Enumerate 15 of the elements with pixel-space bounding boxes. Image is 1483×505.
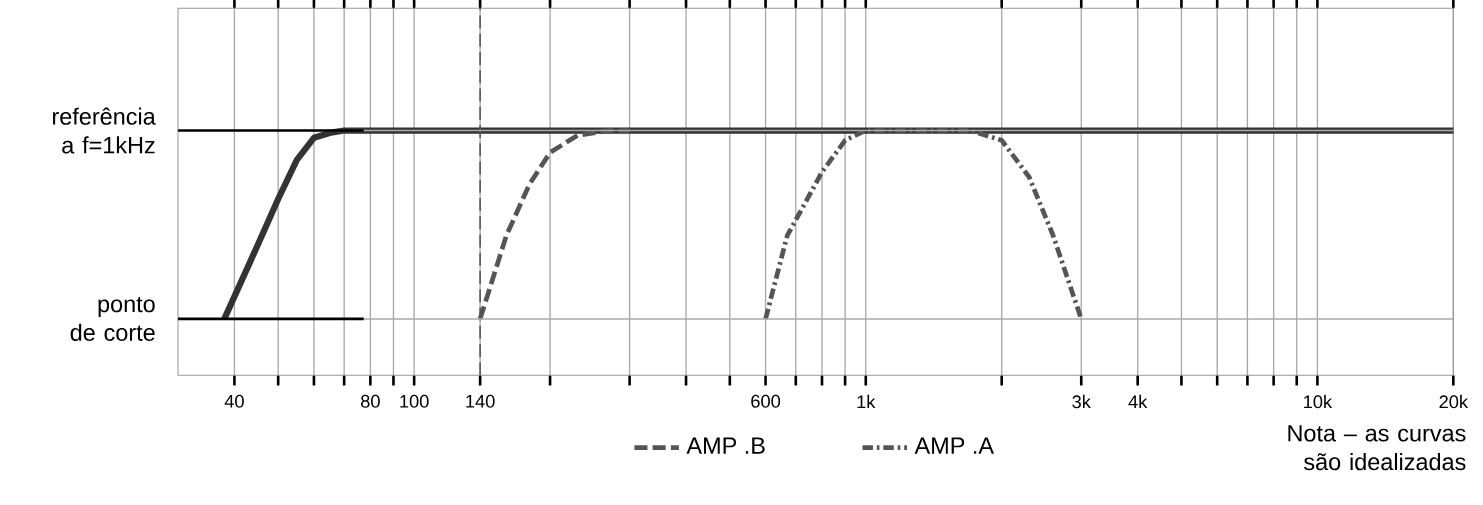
x-tick-label: 40 [224, 394, 244, 408]
x-tick-label: 100 [400, 394, 429, 408]
ref-line-label: ponto de corte [70, 296, 155, 341]
x-tick-label: 20k [1439, 394, 1469, 409]
x-tick-label: 10k [1304, 394, 1333, 409]
x-tick-label: 140 [466, 394, 495, 408]
x-tick-label: 1k [857, 394, 876, 409]
legend-label: AMP .A [914, 437, 994, 454]
x-tick-label: 80 [361, 394, 380, 408]
x-tick-label: 600 [751, 394, 781, 408]
ref-line-label: referência a f=1kHz [53, 107, 156, 154]
x-tick-label: 3k [1072, 394, 1091, 409]
legend-label: AMP .B [686, 437, 765, 454]
text: Nota – as curvas são idealizadas [1288, 425, 1466, 471]
x-tick-label: 4k [1128, 394, 1148, 409]
